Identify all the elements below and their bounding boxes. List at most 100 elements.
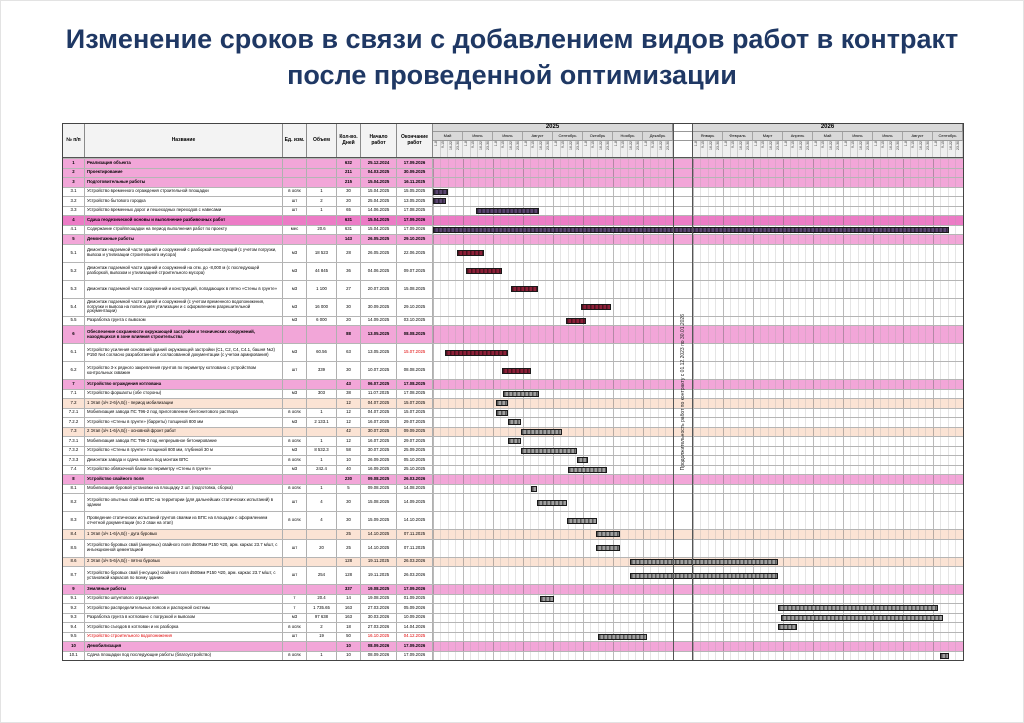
cell-start: 15.04.2025 [361, 225, 397, 234]
cell-unit [283, 159, 307, 168]
cell-num: 5 [63, 235, 85, 244]
cell-vol [307, 326, 337, 343]
week-cell: 9-15 [791, 140, 798, 157]
cell-name: Земляные работы [85, 585, 283, 594]
cell-start: 16.07.2025 [361, 437, 397, 446]
cell-name: 1 Этап (з/ч 1-6(А,Б)) - дуга буровых [85, 530, 283, 539]
week-cell: 23-30 [486, 140, 493, 157]
cell-unit: в осях [283, 408, 307, 417]
week-label: 1-8 [523, 140, 528, 146]
gantt-cell [433, 651, 963, 660]
gantt-grid-2026 [693, 512, 963, 529]
month-cell: Июнь [843, 131, 873, 141]
gantt-cell [433, 206, 963, 216]
week-label: 23-30 [666, 140, 670, 150]
week-label: 23-30 [746, 140, 750, 150]
cell-unit: м3 [283, 244, 307, 262]
cell-name: Устройство буровых свай (несущих) свайно… [85, 567, 283, 584]
cell-num: 8.7 [63, 567, 85, 584]
gantt-cell [433, 216, 963, 225]
cell-name: Обеспечение сохранности окружающей застр… [85, 326, 283, 343]
gantt-grid-gap [673, 207, 693, 216]
cell-end: 25.10.2025 [397, 465, 433, 474]
gantt-grid-2026 [693, 389, 963, 398]
task-row: 5.4 Демонтаж подземной части зданий и соо… [63, 297, 963, 316]
gantt-grid-gap [673, 428, 693, 437]
gantt-cell [433, 539, 963, 557]
gantt-grid-2026 [693, 187, 963, 196]
week-label: 16-22 [568, 140, 573, 150]
month-cell: Ноябрь [613, 131, 643, 141]
cell-days: 30 [337, 187, 361, 196]
cell-start: 30.03.2026 [361, 613, 397, 622]
cell-vol: 97 638 [307, 613, 337, 622]
cell-start: 19.08.2025 [361, 585, 397, 594]
gantt-bar [507, 438, 522, 445]
gantt-grid-2026 [693, 362, 963, 379]
cell-end: 17.09.2026 [397, 216, 433, 225]
cell-start: 04.07.2025 [361, 408, 397, 417]
cell-end: 17.09.2026 [397, 651, 433, 660]
gantt-grid-gap [673, 530, 693, 539]
cell-start: 30.07.2025 [361, 446, 397, 455]
gantt-grid-2025 [433, 585, 673, 594]
week-label: 1-8 [613, 140, 618, 146]
cell-start: 06.07.2025 [361, 380, 397, 389]
cell-name: Мобилизация завода ПС Т96-3 под непрерыв… [85, 437, 283, 446]
cell-vol: 2 [307, 197, 337, 206]
cell-start: 26.09.2025 [361, 456, 397, 465]
cell-days: 25 [337, 530, 361, 539]
task-row: 9.1 Устройство шпунтового ограждения т 20.4… [63, 593, 963, 603]
cell-name: Сдача площадки под последующие работы (б… [85, 651, 283, 660]
cell-name: Демонтаж подземной части сооружений и ко… [85, 280, 283, 298]
cell-num: 10 [63, 642, 85, 651]
cell-vol: 2 [307, 623, 337, 632]
gantt-cell [433, 235, 963, 244]
gantt-grid-2026 [693, 298, 963, 316]
cell-start: 04.07.2025 [361, 399, 397, 408]
week-label: 23-30 [606, 140, 610, 150]
cell-vol: 254 [307, 567, 337, 584]
week-gap [673, 140, 693, 157]
cell-num: 7 [63, 380, 85, 389]
week-cell: 1-8 [813, 140, 821, 157]
cell-end: 25.09.2025 [397, 446, 433, 455]
cell-num: 7.4 [63, 465, 85, 474]
cell-vol [307, 178, 337, 187]
task-row: 5.3 Демонтаж подземной части сооружений и… [63, 279, 963, 298]
week-cell: 23-30 [836, 140, 843, 157]
title-line2: после проведенной оптимизации [287, 60, 737, 91]
gantt-grid-2025 [433, 632, 673, 641]
cell-num: 3 [63, 178, 85, 187]
gantt-grid-2026 [693, 197, 963, 206]
week-cell: 9-15 [621, 140, 628, 157]
gantt-grid-2025 [433, 159, 673, 168]
month-cell: Октябрь [583, 131, 613, 141]
week-label: 1-8 [433, 140, 438, 146]
month-gap [673, 131, 693, 141]
cell-name: Подготовительные работы [85, 178, 283, 187]
cell-num: 8.6 [63, 557, 85, 566]
gantt-cell [433, 159, 963, 168]
gantt-grid-2026 [693, 206, 963, 215]
cell-start: 26.05.2025 [361, 244, 397, 262]
gantt-grid-2025 [433, 475, 673, 484]
month-cell: Май [433, 131, 463, 141]
cell-num: 9.2 [63, 604, 85, 613]
cell-name: Проведение статических испытаний грунтов… [85, 512, 283, 529]
cell-end: 15.07.2025 [397, 408, 433, 417]
cell-unit: шт [283, 494, 307, 511]
week-cell: 1-8 [783, 140, 791, 157]
gantt-grid-2025 [433, 187, 673, 196]
month-cell: Апрель [783, 131, 813, 141]
gantt-grid-gap [673, 485, 693, 494]
gantt-grid-2025 [433, 262, 673, 280]
week-cell: 16-22 [858, 140, 866, 157]
cell-end: 30.09.2025 [397, 168, 433, 177]
gantt-cell [433, 585, 963, 594]
week-label: 23-30 [776, 140, 780, 150]
week-cell: 1-8 [523, 140, 531, 157]
cell-name: Демонтаж подземной части зданий и сооруж… [85, 298, 283, 316]
week-cell: 9-15 [701, 140, 708, 157]
gantt-grid-2025 [433, 326, 673, 343]
